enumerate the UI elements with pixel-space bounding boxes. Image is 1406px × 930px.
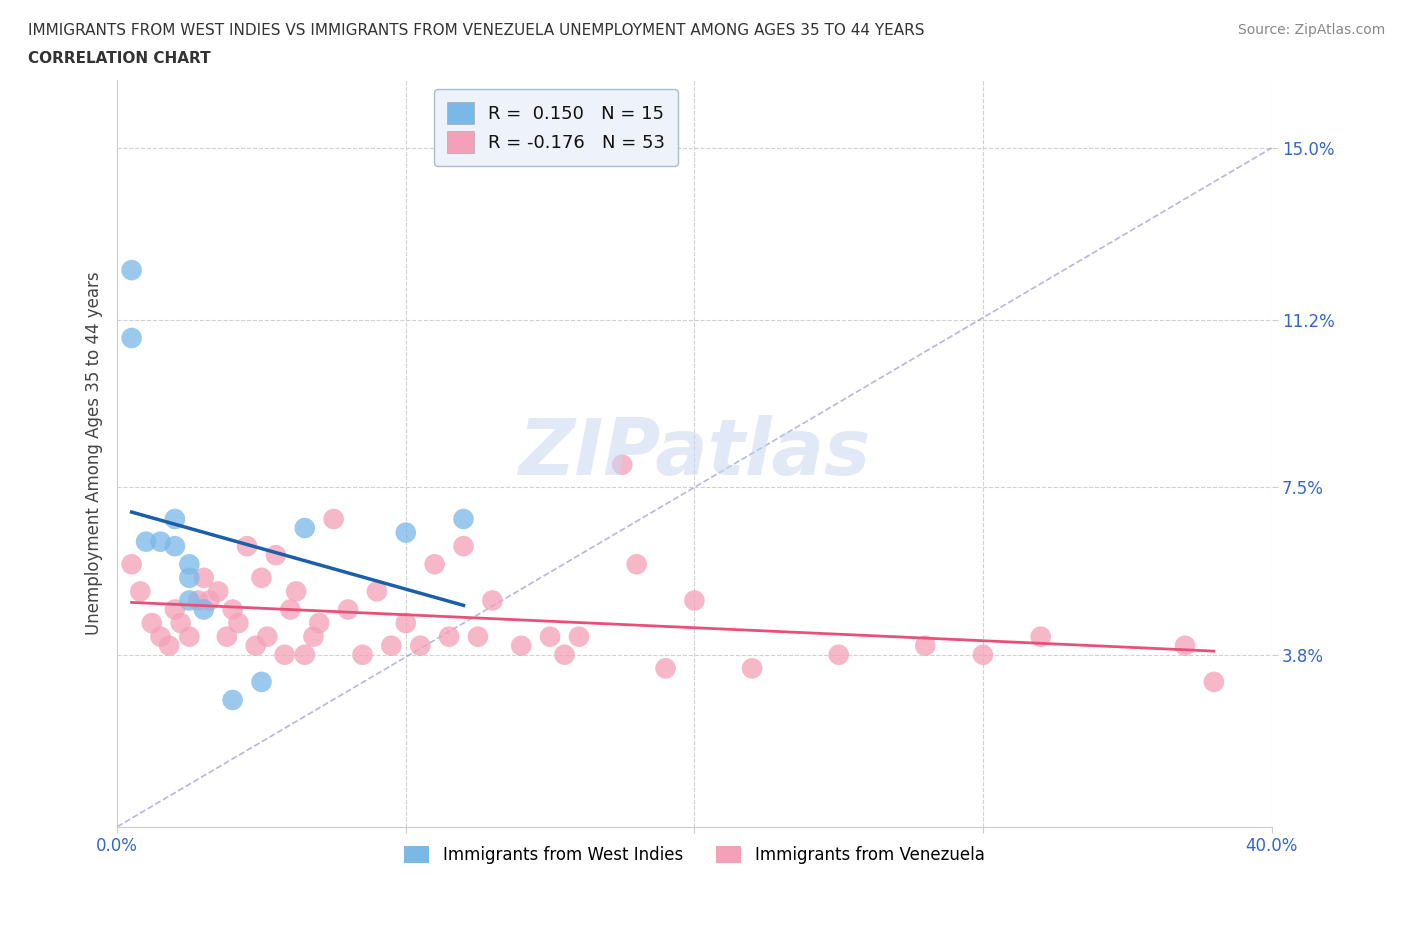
Point [121, 557, 143, 572]
Point [198, 593, 221, 608]
Point [157, 638, 180, 653]
Point [453, 538, 475, 553]
Point [149, 630, 172, 644]
Point [741, 661, 763, 676]
Point [612, 458, 634, 472]
Text: CORRELATION CHART: CORRELATION CHART [28, 51, 211, 66]
Point [187, 593, 209, 608]
Legend: Immigrants from West Indies, Immigrants from Venezuela: Immigrants from West Indies, Immigrants … [398, 839, 991, 870]
Point [221, 602, 243, 617]
Point [135, 534, 157, 549]
Point [828, 647, 851, 662]
Point [481, 593, 503, 608]
Point [141, 616, 163, 631]
Point [250, 570, 273, 585]
Point [423, 557, 446, 572]
Point [121, 262, 143, 277]
Point [1202, 674, 1225, 689]
Point [163, 512, 186, 526]
Point [221, 693, 243, 708]
Point [380, 638, 402, 653]
Point [121, 330, 143, 345]
Point [179, 630, 201, 644]
Point [179, 593, 201, 608]
Point [179, 557, 201, 572]
Point [163, 602, 186, 617]
Point [972, 647, 994, 662]
Point [467, 630, 489, 644]
Point [193, 570, 215, 585]
Point [193, 602, 215, 617]
Point [302, 630, 325, 644]
Point [236, 538, 259, 553]
Point [308, 616, 330, 631]
Point [179, 570, 201, 585]
Point [366, 584, 388, 599]
Point [1174, 638, 1197, 653]
Point [437, 630, 460, 644]
Point [256, 630, 278, 644]
Point [409, 638, 432, 653]
Point [538, 630, 561, 644]
Point [250, 674, 273, 689]
Point [228, 616, 250, 631]
Text: ZIPatlas: ZIPatlas [519, 416, 870, 491]
Point [510, 638, 533, 653]
Point [626, 557, 648, 572]
Y-axis label: Unemployment Among Ages 35 to 44 years: Unemployment Among Ages 35 to 44 years [86, 272, 103, 635]
Point [273, 647, 295, 662]
Point [149, 534, 172, 549]
Point [129, 584, 152, 599]
Point [395, 616, 418, 631]
Point [285, 584, 308, 599]
Point [264, 548, 287, 563]
Point [294, 647, 316, 662]
Point [280, 602, 302, 617]
Point [322, 512, 344, 526]
Point [294, 521, 316, 536]
Point [207, 584, 229, 599]
Point [395, 525, 418, 540]
Text: IMMIGRANTS FROM WEST INDIES VS IMMIGRANTS FROM VENEZUELA UNEMPLOYMENT AMONG AGES: IMMIGRANTS FROM WEST INDIES VS IMMIGRANT… [28, 23, 925, 38]
Point [654, 661, 676, 676]
Point [352, 647, 374, 662]
Point [337, 602, 360, 617]
Point [683, 593, 706, 608]
Point [568, 630, 591, 644]
Point [1029, 630, 1052, 644]
Point [215, 630, 238, 644]
Point [554, 647, 576, 662]
Point [170, 616, 193, 631]
Point [453, 512, 475, 526]
Point [163, 538, 186, 553]
Point [914, 638, 936, 653]
Text: Source: ZipAtlas.com: Source: ZipAtlas.com [1237, 23, 1385, 37]
Point [245, 638, 267, 653]
